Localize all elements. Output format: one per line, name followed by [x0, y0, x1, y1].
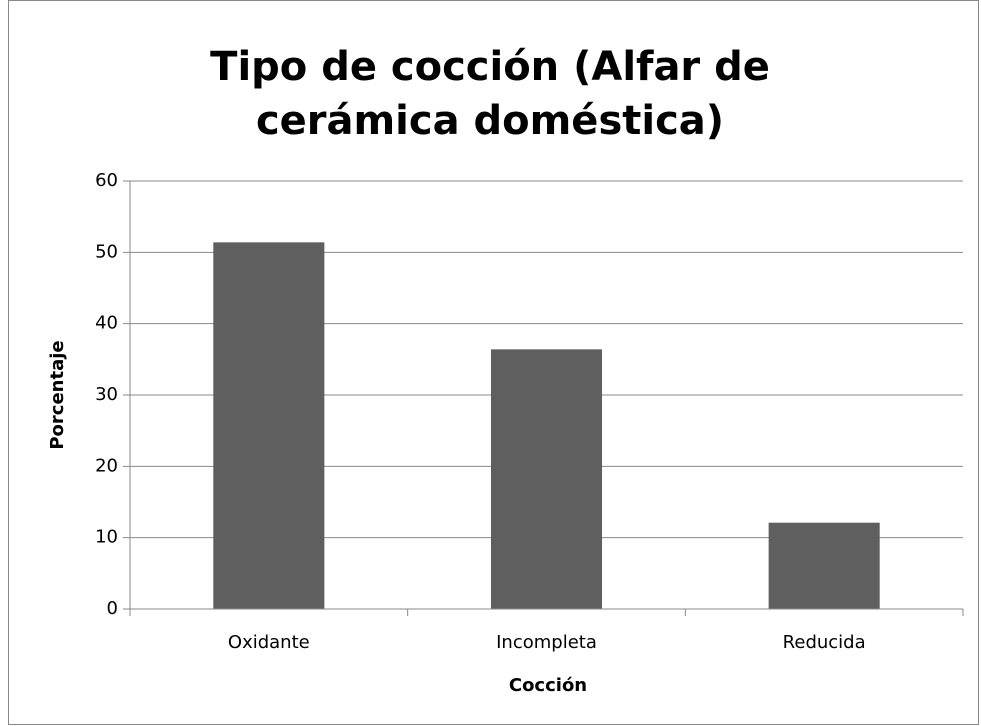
x-tick-label: Oxidante	[228, 632, 310, 653]
bar	[490, 349, 603, 609]
x-tick-label: Reducida	[783, 632, 866, 653]
y-tick-label: 50	[95, 241, 118, 262]
chart-frame	[8, 0, 979, 725]
y-tick-label: 10	[95, 527, 118, 548]
x-axis-label: Cocción	[509, 675, 587, 696]
y-tick-label: 0	[107, 598, 118, 619]
chart-title: Tipo de cocción (Alfar de cerámica domés…	[210, 44, 770, 144]
y-tick-label: 20	[95, 455, 118, 476]
x-tick-label: Incompleta	[496, 632, 597, 653]
bar	[213, 242, 325, 609]
y-tick-label: 40	[95, 313, 118, 334]
bar	[768, 522, 880, 609]
y-axis-label: Porcentaje	[47, 340, 68, 449]
y-tick-label: 30	[95, 384, 118, 405]
y-tick-label: 60	[95, 170, 118, 191]
